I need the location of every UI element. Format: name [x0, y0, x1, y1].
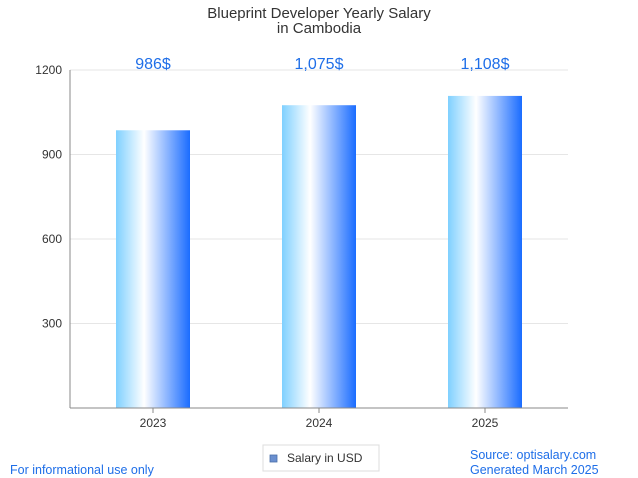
x-axis-ticks: 2023 2024 2025: [140, 408, 499, 430]
data-label-2024: 1,075$: [295, 56, 344, 73]
x-tick-label: 2023: [140, 416, 167, 430]
data-labels: 986$ 1,075$ 1,108$: [135, 56, 509, 73]
y-tick-label: 900: [42, 148, 62, 162]
footer-generated: Generated March 2025: [470, 463, 599, 477]
chart-title-line-2: in Cambodia: [277, 20, 362, 37]
footer-source[interactable]: Source: optisalary.com: [470, 448, 596, 462]
bars: [116, 95, 522, 408]
data-label-2025: 1,108$: [461, 56, 510, 73]
footer-disclaimer: For informational use only: [10, 463, 155, 477]
legend[interactable]: Salary in USD: [262, 444, 380, 472]
x-tick-label: 2025: [472, 416, 499, 430]
y-tick-label: 1200: [35, 63, 62, 77]
y-tick-label: 600: [42, 232, 62, 246]
bar-2023[interactable]: [116, 130, 190, 408]
y-tick-label: 300: [42, 317, 62, 331]
chart-title-line-1: Blueprint Developer Yearly Salary: [207, 5, 431, 22]
bar-2024[interactable]: [282, 105, 356, 408]
legend-swatch: [269, 454, 278, 463]
legend-box: [262, 444, 380, 472]
x-tick-label: 2024: [306, 416, 333, 430]
bar-2025[interactable]: [448, 95, 522, 408]
y-axis-ticks: 300 600 900 1200: [35, 63, 62, 331]
data-label-2023: 986$: [135, 56, 171, 73]
legend-label: Salary in USD: [287, 451, 363, 465]
